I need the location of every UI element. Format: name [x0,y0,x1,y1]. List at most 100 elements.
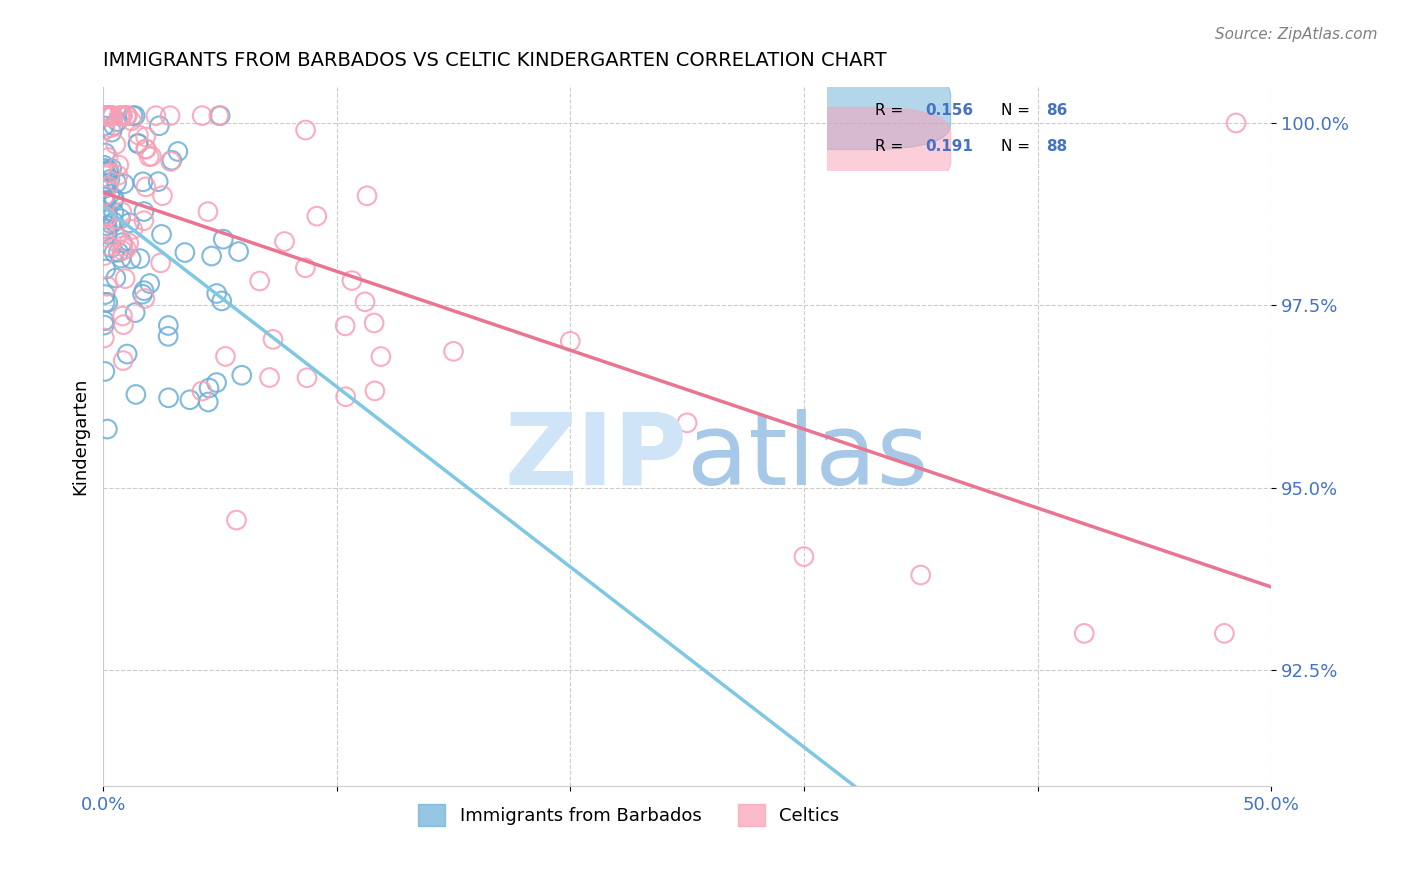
Point [141,149,163,163]
Point [443,344,465,359]
Point [676,416,699,430]
Point [93,193,115,207]
Point [97,162,120,177]
Point [135,179,157,194]
Point [100,217,122,231]
Point [104,271,127,285]
Point [198,381,221,395]
Point [101,109,124,123]
Point [94,226,117,240]
Point [94,123,117,137]
Point [96,222,118,236]
Point [110,251,132,265]
Point [111,244,134,258]
Point [1213,626,1236,640]
Point [108,158,131,172]
Point [107,169,129,183]
Point [111,109,134,123]
Point [93,119,115,133]
Point [179,392,201,407]
Point [167,145,190,159]
Point [101,125,124,139]
Point [157,318,180,333]
Point [107,245,129,260]
Point [793,549,815,564]
Point [114,271,136,285]
Point [354,294,377,309]
Point [212,232,235,246]
Point [225,513,247,527]
Point [132,284,155,298]
Point [94,194,117,209]
Point [201,249,224,263]
Point [173,245,195,260]
Point [134,292,156,306]
Point [205,286,228,301]
Point [98,172,121,186]
Point [103,119,125,133]
Text: IMMIGRANTS FROM BARBADOS VS CELTIC KINDERGARTEN CORRELATION CHART: IMMIGRANTS FROM BARBADOS VS CELTIC KINDE… [103,51,887,70]
Point [294,123,316,137]
Point [132,213,155,227]
Point [335,318,357,333]
Point [93,207,115,221]
Point [111,109,134,123]
Point [157,329,180,343]
Point [120,252,142,266]
Point [104,137,127,152]
Point [262,333,284,347]
Point [97,179,120,194]
Point [108,109,131,123]
Point [97,151,120,165]
Point [131,287,153,301]
Point [96,211,118,225]
Point [94,188,117,202]
Point [100,109,122,123]
Point [96,279,118,293]
Point [191,384,214,398]
Point [249,274,271,288]
Point [115,109,138,123]
Point [100,161,122,176]
Point [127,136,149,151]
Point [93,109,115,123]
Point [356,189,378,203]
Point [111,239,134,253]
Point [98,109,121,123]
Point [117,109,139,123]
Point [152,188,174,202]
Point [101,109,124,123]
Point [115,242,138,256]
Point [1073,626,1095,640]
Point [111,309,134,323]
Point [159,154,181,169]
Point [138,277,160,291]
Point [124,109,146,123]
Point [93,314,115,328]
Point [94,176,117,190]
Point [96,219,118,233]
Point [96,422,118,436]
Point [94,295,117,310]
Point [157,391,180,405]
Point [118,235,141,250]
Point [191,109,214,123]
Point [305,209,328,223]
Point [148,175,170,189]
Y-axis label: Kindergarten: Kindergarten [72,378,89,495]
Point [105,176,128,190]
Point [93,209,115,223]
Point [197,204,219,219]
Text: atlas: atlas [688,409,929,506]
Point [127,128,149,142]
Point [228,244,250,259]
Point [98,109,121,123]
Point [231,368,253,383]
Point [93,158,115,172]
Point [111,235,134,250]
Point [96,211,118,225]
Point [94,109,117,123]
Point [103,205,125,219]
Point [115,347,138,361]
Point [103,245,125,260]
